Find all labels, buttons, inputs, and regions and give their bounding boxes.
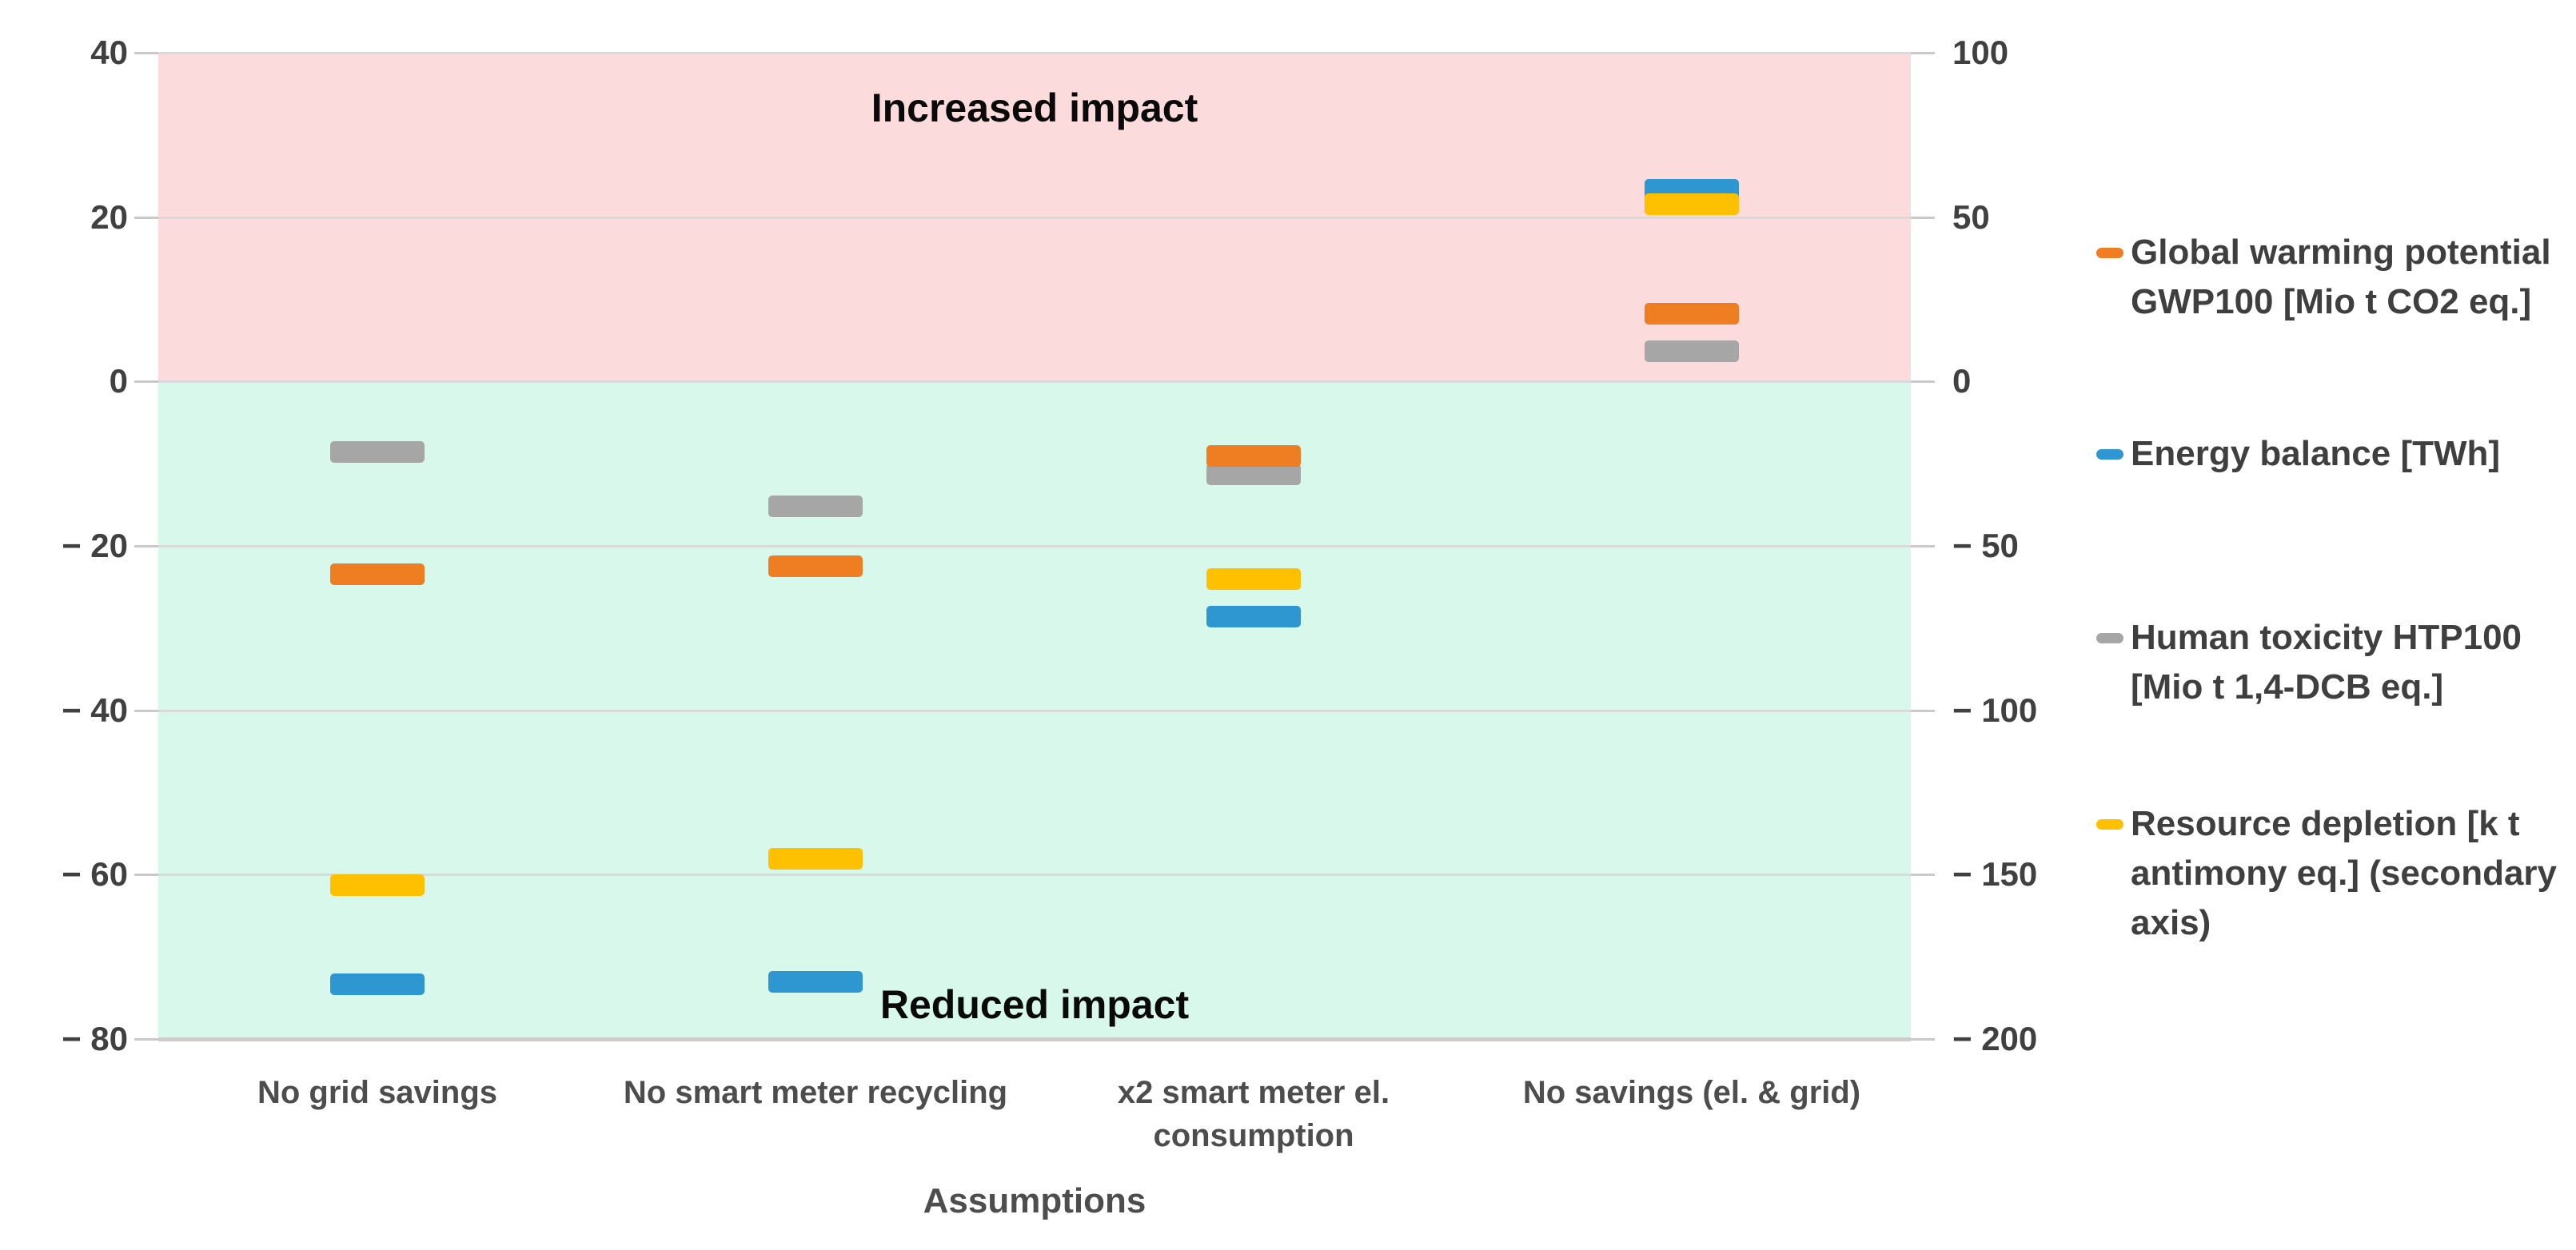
y-axis-left-tick-label: 20 (90, 197, 128, 236)
y-axis-left-tick (134, 216, 158, 219)
gridline (158, 874, 1911, 877)
y-axis-left-tick-label: − 20 (62, 527, 128, 564)
y-axis-left-tick (134, 709, 158, 712)
legend-series-swatch-icon (2096, 633, 2123, 643)
y-axis-left-tick-label: 40 (90, 34, 128, 71)
data-marker (1645, 193, 1739, 216)
gridline (158, 216, 1911, 219)
x-axis-title: Assumptions (923, 1181, 1146, 1220)
data-marker (1206, 568, 1301, 591)
y-axis-right-tick-label: − 100 (1952, 691, 2038, 729)
y-axis-right-tick (1911, 709, 1935, 712)
y-axis-right-tick (1911, 216, 1935, 219)
increased-impact-label: Increased impact (871, 86, 1198, 130)
y-axis-left-tick (134, 380, 158, 384)
y-axis-right-tick-label: 100 (1952, 34, 2009, 71)
legend-label-line: Resource depletion [k t (2131, 804, 2520, 843)
legend-label-line: Global warming potential (2131, 233, 2551, 272)
y-axis-left-tick (134, 874, 158, 877)
data-marker (330, 563, 425, 585)
y-axis-right-tick (1911, 52, 1935, 54)
y-axis-right-tick (1911, 380, 1935, 384)
y-axis-left-tick-label: 0 (109, 362, 128, 400)
y-axis-left-tick-label: − 40 (62, 691, 128, 729)
y-axis-left-tick-label: − 60 (62, 855, 128, 894)
legend-label-line: Human toxicity HTP100 (2131, 618, 2522, 657)
gridline (158, 380, 1911, 384)
category-label: No smart meter recycling (623, 1075, 1008, 1110)
y-axis-right-tick-label: − 200 (1952, 1020, 2038, 1057)
data-marker (1206, 444, 1301, 467)
y-axis-right-tick (1911, 874, 1935, 877)
gridline (158, 709, 1911, 712)
data-marker (768, 971, 863, 993)
category-label: No grid savings (257, 1075, 498, 1110)
data-marker (1645, 302, 1739, 324)
gridline (158, 52, 1911, 54)
y-axis-left-tick (134, 1038, 158, 1041)
legend-series-swatch-icon (2096, 248, 2123, 258)
data-marker (768, 847, 863, 870)
legend-label-line: [Mio t 1,4-DCB eq.] (2131, 667, 2444, 707)
data-marker (330, 973, 425, 996)
data-marker (1206, 606, 1301, 628)
category-label: No savings (el. & grid) (1522, 1075, 1861, 1110)
data-marker (330, 440, 425, 463)
legend-series-label: Energy balance [TWh] (2131, 429, 2576, 479)
y-axis-right-tick (1911, 1038, 1935, 1041)
y-axis-right-tick-label: 50 (1952, 197, 1990, 236)
data-marker (768, 495, 863, 517)
data-marker (1206, 463, 1301, 485)
y-axis-left-tick (134, 52, 158, 54)
legend-label-line: antimony eq.] (secondary (2131, 854, 2558, 893)
data-marker (768, 555, 863, 577)
legend-series-label: Global warming potential GWP100 [Mio t CO… (2131, 228, 2576, 327)
legend-series-label: Resource depletion [k t antimony eq.] (se… (2131, 799, 2576, 948)
data-marker (1645, 340, 1739, 363)
legend-label-line: axis) (2131, 903, 2211, 942)
data-marker (330, 874, 425, 896)
gridline (158, 545, 1911, 547)
legend-label-line: GWP100 [Mio t CO2 eq.] (2131, 282, 2532, 321)
y-axis-right-tick-label: − 150 (1952, 855, 2038, 894)
legend-series-swatch-icon (2096, 449, 2123, 460)
y-axis-right-tick-label: − 50 (1952, 527, 2019, 564)
y-axis-right-tick-label: 0 (1952, 362, 1972, 400)
legend-series-swatch-icon (2096, 819, 2123, 830)
y-axis-left-tick-label: − 80 (62, 1020, 128, 1057)
legend-label-line: Energy balance [TWh] (2131, 434, 2501, 473)
legend-series-label: Human toxicity HTP100 [Mio t 1,4-DCB eq.] (2131, 613, 2576, 712)
reduced-impact-label: Reduced impact (879, 982, 1190, 1027)
y-axis-left-tick (134, 545, 158, 547)
gridline (158, 1037, 1911, 1041)
y-axis-right-tick (1911, 545, 1935, 547)
category-label: x2 smart meter el. consumption (1117, 1075, 1390, 1153)
